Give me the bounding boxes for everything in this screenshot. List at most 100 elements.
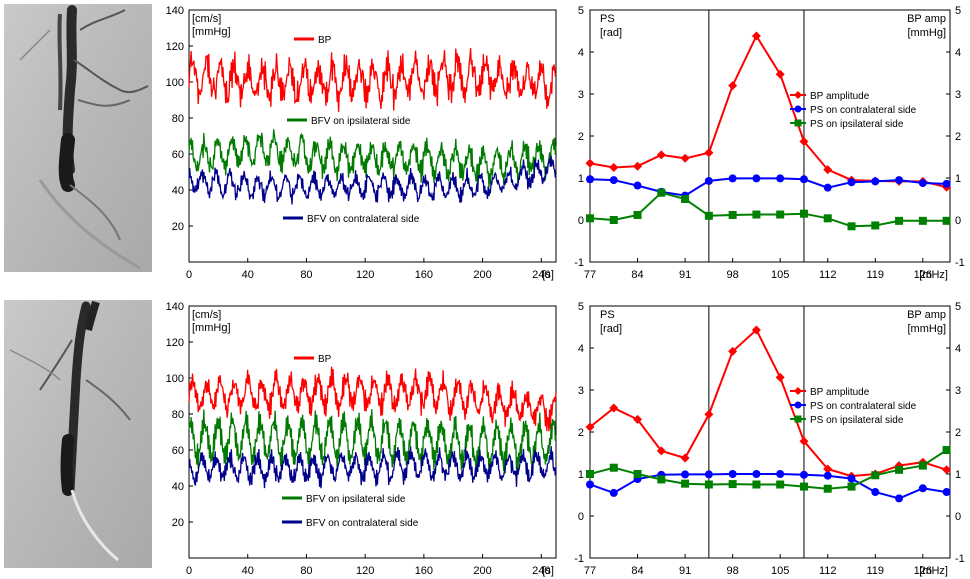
x-tick-label: 112 bbox=[819, 565, 837, 577]
data-point-ps-on-ipsilateral-side bbox=[871, 221, 880, 230]
series-line-bfv-on-contralateral-side bbox=[188, 155, 557, 205]
x-tick-label: 200 bbox=[473, 269, 491, 281]
x-axis-label: [s] bbox=[542, 269, 554, 281]
data-point-ps-on-ipsilateral-side bbox=[681, 195, 690, 203]
angiogram-image-top bbox=[4, 4, 152, 272]
y-tick-label: 140 bbox=[166, 5, 184, 17]
right-axis-label: [mmHg] bbox=[908, 27, 947, 39]
y-tick-label: 0 bbox=[578, 511, 584, 523]
right-axis-label: [mmHg] bbox=[908, 323, 947, 335]
data-point-ps-on-contralateral-side bbox=[871, 177, 880, 186]
series-line-bp bbox=[188, 48, 557, 112]
data-point-ps-on-contralateral-side bbox=[799, 175, 808, 184]
data-point-ps-on-ipsilateral-side bbox=[942, 216, 951, 225]
x-tick-label: 120 bbox=[356, 269, 374, 281]
legend-label: PS on ipsilateral side bbox=[810, 415, 904, 426]
x-axis-label: [mHz] bbox=[919, 269, 948, 281]
data-point-bp-amplitude bbox=[656, 446, 666, 456]
data-point-ps-on-contralateral-side bbox=[776, 174, 785, 183]
data-point-bp-amplitude bbox=[633, 414, 643, 424]
y-tick-label: 5 bbox=[578, 5, 584, 17]
data-point-bp-amplitude bbox=[942, 465, 952, 475]
data-point-bp-amplitude bbox=[585, 422, 595, 432]
data-point-ps-on-contralateral-side bbox=[728, 470, 737, 478]
data-point-ps-on-contralateral-side bbox=[681, 470, 690, 479]
data-point-ps-on-ipsilateral-side bbox=[728, 210, 737, 219]
x-tick-label: 240 bbox=[532, 269, 550, 281]
data-point-ps-on-contralateral-side bbox=[918, 484, 927, 493]
data-point-ps-on-ipsilateral-side bbox=[681, 479, 690, 488]
y-tick-label: 4 bbox=[578, 343, 584, 355]
data-point-ps-on-contralateral-side bbox=[799, 470, 808, 479]
angiogram-image-bottom bbox=[4, 300, 152, 568]
series-line-bfv-on-ipsilateral-side bbox=[188, 129, 557, 188]
legend-marker bbox=[794, 91, 802, 99]
data-point-bp-amplitude bbox=[775, 69, 785, 79]
y-tick-label: 80 bbox=[172, 113, 184, 125]
data-point-ps-on-ipsilateral-side bbox=[609, 216, 618, 224]
y-tick-label: 3 bbox=[578, 89, 584, 101]
data-point-ps-on-ipsilateral-side bbox=[895, 216, 904, 225]
data-point-ps-on-ipsilateral-side bbox=[823, 214, 832, 223]
y-axis-label: [mmHg] bbox=[192, 322, 231, 334]
data-point-ps-on-ipsilateral-side bbox=[704, 480, 713, 489]
data-point-bp-amplitude bbox=[728, 346, 738, 356]
y-tick-label: -1 bbox=[574, 257, 584, 269]
x-axis-label: [s] bbox=[542, 565, 554, 577]
chart-panel: 20 40 60 80 100 120 140 0 40 80 120 160 200 240[s] [cm… bbox=[166, 5, 557, 281]
y2-tick-label: -1 bbox=[955, 257, 965, 269]
data-point-bp-amplitude bbox=[609, 163, 619, 172]
y2-tick-label: 0 bbox=[955, 511, 961, 523]
x-axis-label: [mHz] bbox=[919, 565, 948, 577]
legend-label: BP bbox=[318, 354, 332, 365]
data-point-ps-on-contralateral-side bbox=[609, 488, 618, 497]
plot-frame bbox=[589, 9, 951, 263]
x-tick-label: 84 bbox=[631, 565, 643, 577]
legend-marker bbox=[794, 119, 802, 127]
x-tick-label: 105 bbox=[771, 269, 789, 281]
data-point-bp-amplitude bbox=[680, 453, 690, 463]
plot-frame bbox=[589, 305, 951, 559]
legend-label: BFV on ipsilateral side bbox=[306, 494, 406, 505]
y2-tick-label: 2 bbox=[955, 427, 961, 439]
y2-tick-label: 2 bbox=[955, 131, 961, 143]
y2-tick-label: 0 bbox=[955, 215, 961, 227]
chart-panel: 20 40 60 80 100 120 140 0 40 80 120 160 200 240[s] [cm… bbox=[166, 301, 557, 577]
y-tick-label: 4 bbox=[578, 47, 584, 59]
data-point-bp-amplitude bbox=[656, 150, 666, 160]
data-point-ps-on-contralateral-side bbox=[752, 174, 761, 183]
y2-tick-label: 5 bbox=[955, 5, 961, 17]
data-point-ps-on-contralateral-side bbox=[918, 179, 927, 188]
data-point-ps-on-ipsilateral-side bbox=[633, 210, 642, 219]
x-tick-label: 98 bbox=[727, 565, 739, 577]
y-tick-label: -1 bbox=[574, 553, 584, 565]
x-tick-label: 119 bbox=[867, 269, 885, 281]
x-tick-label: 80 bbox=[300, 269, 312, 281]
left-axis-label: [rad] bbox=[600, 323, 622, 335]
series-line-bp bbox=[188, 366, 557, 432]
data-point-ps-on-ipsilateral-side bbox=[895, 465, 904, 474]
left-axis-label: PS bbox=[600, 309, 615, 321]
data-point-ps-on-contralateral-side bbox=[586, 175, 594, 184]
left-axis-label: [rad] bbox=[600, 27, 622, 39]
data-point-ps-on-contralateral-side bbox=[776, 470, 785, 478]
data-point-bp-amplitude bbox=[680, 153, 690, 163]
left-axis-label: PS bbox=[600, 13, 615, 25]
data-point-ps-on-ipsilateral-side bbox=[847, 482, 856, 491]
x-tick-label: 119 bbox=[867, 565, 885, 577]
data-point-ps-on-contralateral-side bbox=[633, 181, 642, 190]
data-point-ps-on-ipsilateral-side bbox=[918, 216, 927, 225]
data-point-ps-on-contralateral-side bbox=[823, 471, 832, 480]
legend-marker bbox=[794, 401, 802, 409]
data-point-bp-amplitude bbox=[704, 148, 714, 158]
data-point-ps-on-contralateral-side bbox=[847, 474, 856, 483]
data-point-ps-on-ipsilateral-side bbox=[776, 480, 785, 489]
data-point-bp-amplitude bbox=[609, 403, 619, 413]
y-tick-label: 40 bbox=[172, 481, 184, 493]
right-axis-label: BP amp bbox=[907, 309, 946, 321]
y-tick-label: 100 bbox=[166, 77, 184, 89]
x-tick-label: 126 bbox=[914, 565, 932, 577]
x-tick-label: 0 bbox=[186, 565, 192, 577]
y2-tick-label: 1 bbox=[955, 173, 961, 185]
y-tick-label: 140 bbox=[166, 301, 184, 313]
